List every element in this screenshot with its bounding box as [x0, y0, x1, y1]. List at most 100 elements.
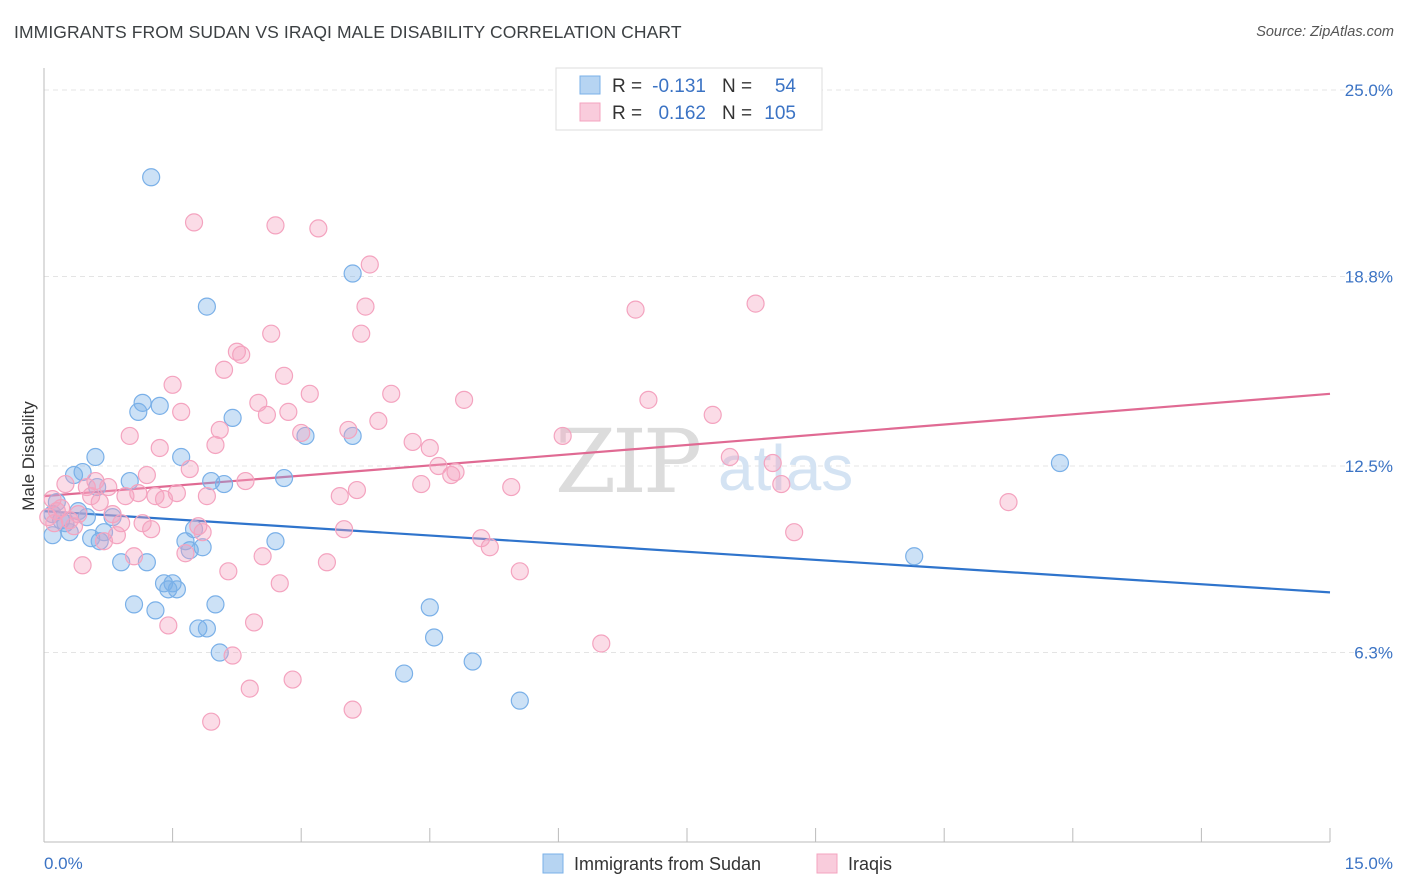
point-iraqis-8 — [69, 505, 88, 524]
point-iraqis-63 — [330, 487, 349, 506]
bottom-legend-swatch-0 — [542, 853, 564, 874]
point-iraqis-76 — [429, 456, 448, 476]
point-sudan-24 — [150, 396, 169, 415]
point-sudan-53 — [1050, 453, 1070, 473]
point-iraqis-18 — [112, 514, 131, 533]
point-iraqis-30 — [163, 375, 182, 394]
point-sudan-28 — [167, 580, 186, 599]
legend-n-value-1: 105 — [764, 103, 796, 124]
point-iraqis-17 — [107, 526, 126, 545]
source-label: Source: ZipAtlas.com — [1256, 24, 1394, 40]
point-iraqis-54 — [266, 216, 285, 235]
point-iraqis-9 — [73, 556, 92, 575]
point-iraqis-32 — [172, 402, 191, 421]
y-tick-label-2: 18.8% — [1345, 268, 1393, 287]
point-iraqis-81 — [480, 538, 499, 557]
point-iraqis-64 — [334, 520, 354, 539]
point-iraqis-70 — [360, 255, 379, 274]
point-iraqis-43 — [219, 562, 238, 581]
point-iraqis-55 — [270, 574, 289, 593]
point-sudan-46 — [343, 264, 362, 283]
point-iraqis-66 — [343, 700, 362, 719]
point-iraqis-83 — [510, 562, 529, 581]
bottom-legend: Immigrants from Sudan Iraqis — [542, 853, 892, 874]
legend-n-label-0: N = — [722, 76, 752, 97]
y-tick-label-3: 25.0% — [1345, 81, 1393, 100]
data-points — [39, 168, 1070, 731]
point-iraqis-35 — [184, 213, 204, 232]
legend-swatch-0 — [579, 75, 601, 95]
point-iraqis-33 — [176, 544, 195, 563]
legend-r-value-1: 0.162 — [658, 103, 706, 124]
point-iraqis-73 — [403, 432, 422, 452]
point-iraqis-46 — [232, 345, 251, 364]
point-sudan-13 — [90, 532, 109, 551]
point-sudan-41 — [223, 408, 242, 427]
point-iraqis-5 — [56, 474, 75, 494]
point-iraqis-92 — [772, 474, 791, 494]
point-iraqis-71 — [369, 411, 388, 431]
trend-line-sudan — [43, 510, 1331, 594]
legend-r-label-0: R = — [612, 76, 642, 97]
point-sudan-52 — [905, 547, 924, 566]
legend-n-label-1: N = — [722, 103, 752, 124]
point-iraqis-47 — [236, 471, 255, 491]
legend: R = -0.131 N = 54 R = 0.162 N = 105 — [555, 67, 823, 131]
point-iraqis-86 — [626, 300, 645, 319]
axes: Male Disability — [19, 68, 1331, 843]
point-iraqis-94 — [999, 493, 1018, 512]
point-iraqis-22 — [129, 483, 148, 503]
point-sudan-48 — [420, 598, 439, 617]
point-iraqis-7 — [64, 517, 84, 536]
point-iraqis-20 — [120, 426, 139, 446]
point-iraqis-91 — [763, 453, 782, 473]
point-iraqis-38 — [197, 487, 216, 506]
point-iraqis-41 — [210, 420, 229, 440]
point-iraqis-67 — [347, 480, 367, 500]
legend-swatch-1 — [579, 102, 601, 122]
point-sudan-47 — [394, 664, 414, 683]
point-iraqis-90 — [746, 294, 765, 313]
point-iraqis-56 — [274, 366, 294, 385]
point-sudan-11 — [86, 447, 105, 467]
point-iraqis-44 — [223, 646, 242, 665]
point-iraqis-51 — [253, 547, 272, 566]
point-iraqis-15 — [99, 477, 118, 497]
point-iraqis-31 — [167, 483, 186, 503]
point-iraqis-68 — [352, 324, 371, 343]
point-iraqis-89 — [720, 447, 739, 467]
point-iraqis-21 — [124, 547, 144, 566]
point-iraqis-93 — [785, 523, 804, 542]
point-sudan-38 — [206, 595, 225, 614]
point-iraqis-53 — [262, 324, 281, 343]
bottom-legend-label-0: Immigrants from Sudan — [574, 854, 761, 874]
y-axis-title: Male Disability — [19, 401, 38, 511]
point-iraqis-27 — [150, 438, 169, 458]
point-iraqis-59 — [292, 423, 311, 443]
point-sudan-35 — [197, 619, 216, 638]
point-iraqis-74 — [412, 474, 431, 494]
legend-n-value-0: 54 — [775, 76, 797, 97]
tick-labels: 6.3% 12.5% 18.8% 25.0% 0.0% 15.0% — [44, 81, 1393, 873]
point-iraqis-52 — [257, 405, 277, 424]
point-iraqis-40 — [206, 435, 225, 455]
watermark-atlas: atlas — [718, 432, 853, 504]
point-sudan-40 — [214, 474, 234, 494]
point-iraqis-60 — [300, 384, 319, 403]
point-iraqis-85 — [592, 634, 611, 653]
point-sudan-20 — [133, 393, 152, 412]
point-iraqis-79 — [454, 390, 474, 409]
point-iraqis-48 — [240, 679, 259, 698]
point-iraqis-87 — [639, 390, 658, 409]
point-iraqis-72 — [382, 384, 401, 403]
grid-lines — [44, 89, 1394, 654]
point-iraqis-88 — [703, 405, 722, 424]
watermark-zip: ZIP — [555, 410, 700, 513]
bottom-legend-label-1: Iraqis — [848, 854, 892, 874]
watermark: ZIP atlas — [555, 410, 853, 513]
point-iraqis-75 — [420, 438, 439, 458]
y-tick-label-0: 6.3% — [1354, 644, 1393, 663]
point-iraqis-34 — [180, 459, 199, 479]
point-sudan-36 — [197, 297, 216, 316]
